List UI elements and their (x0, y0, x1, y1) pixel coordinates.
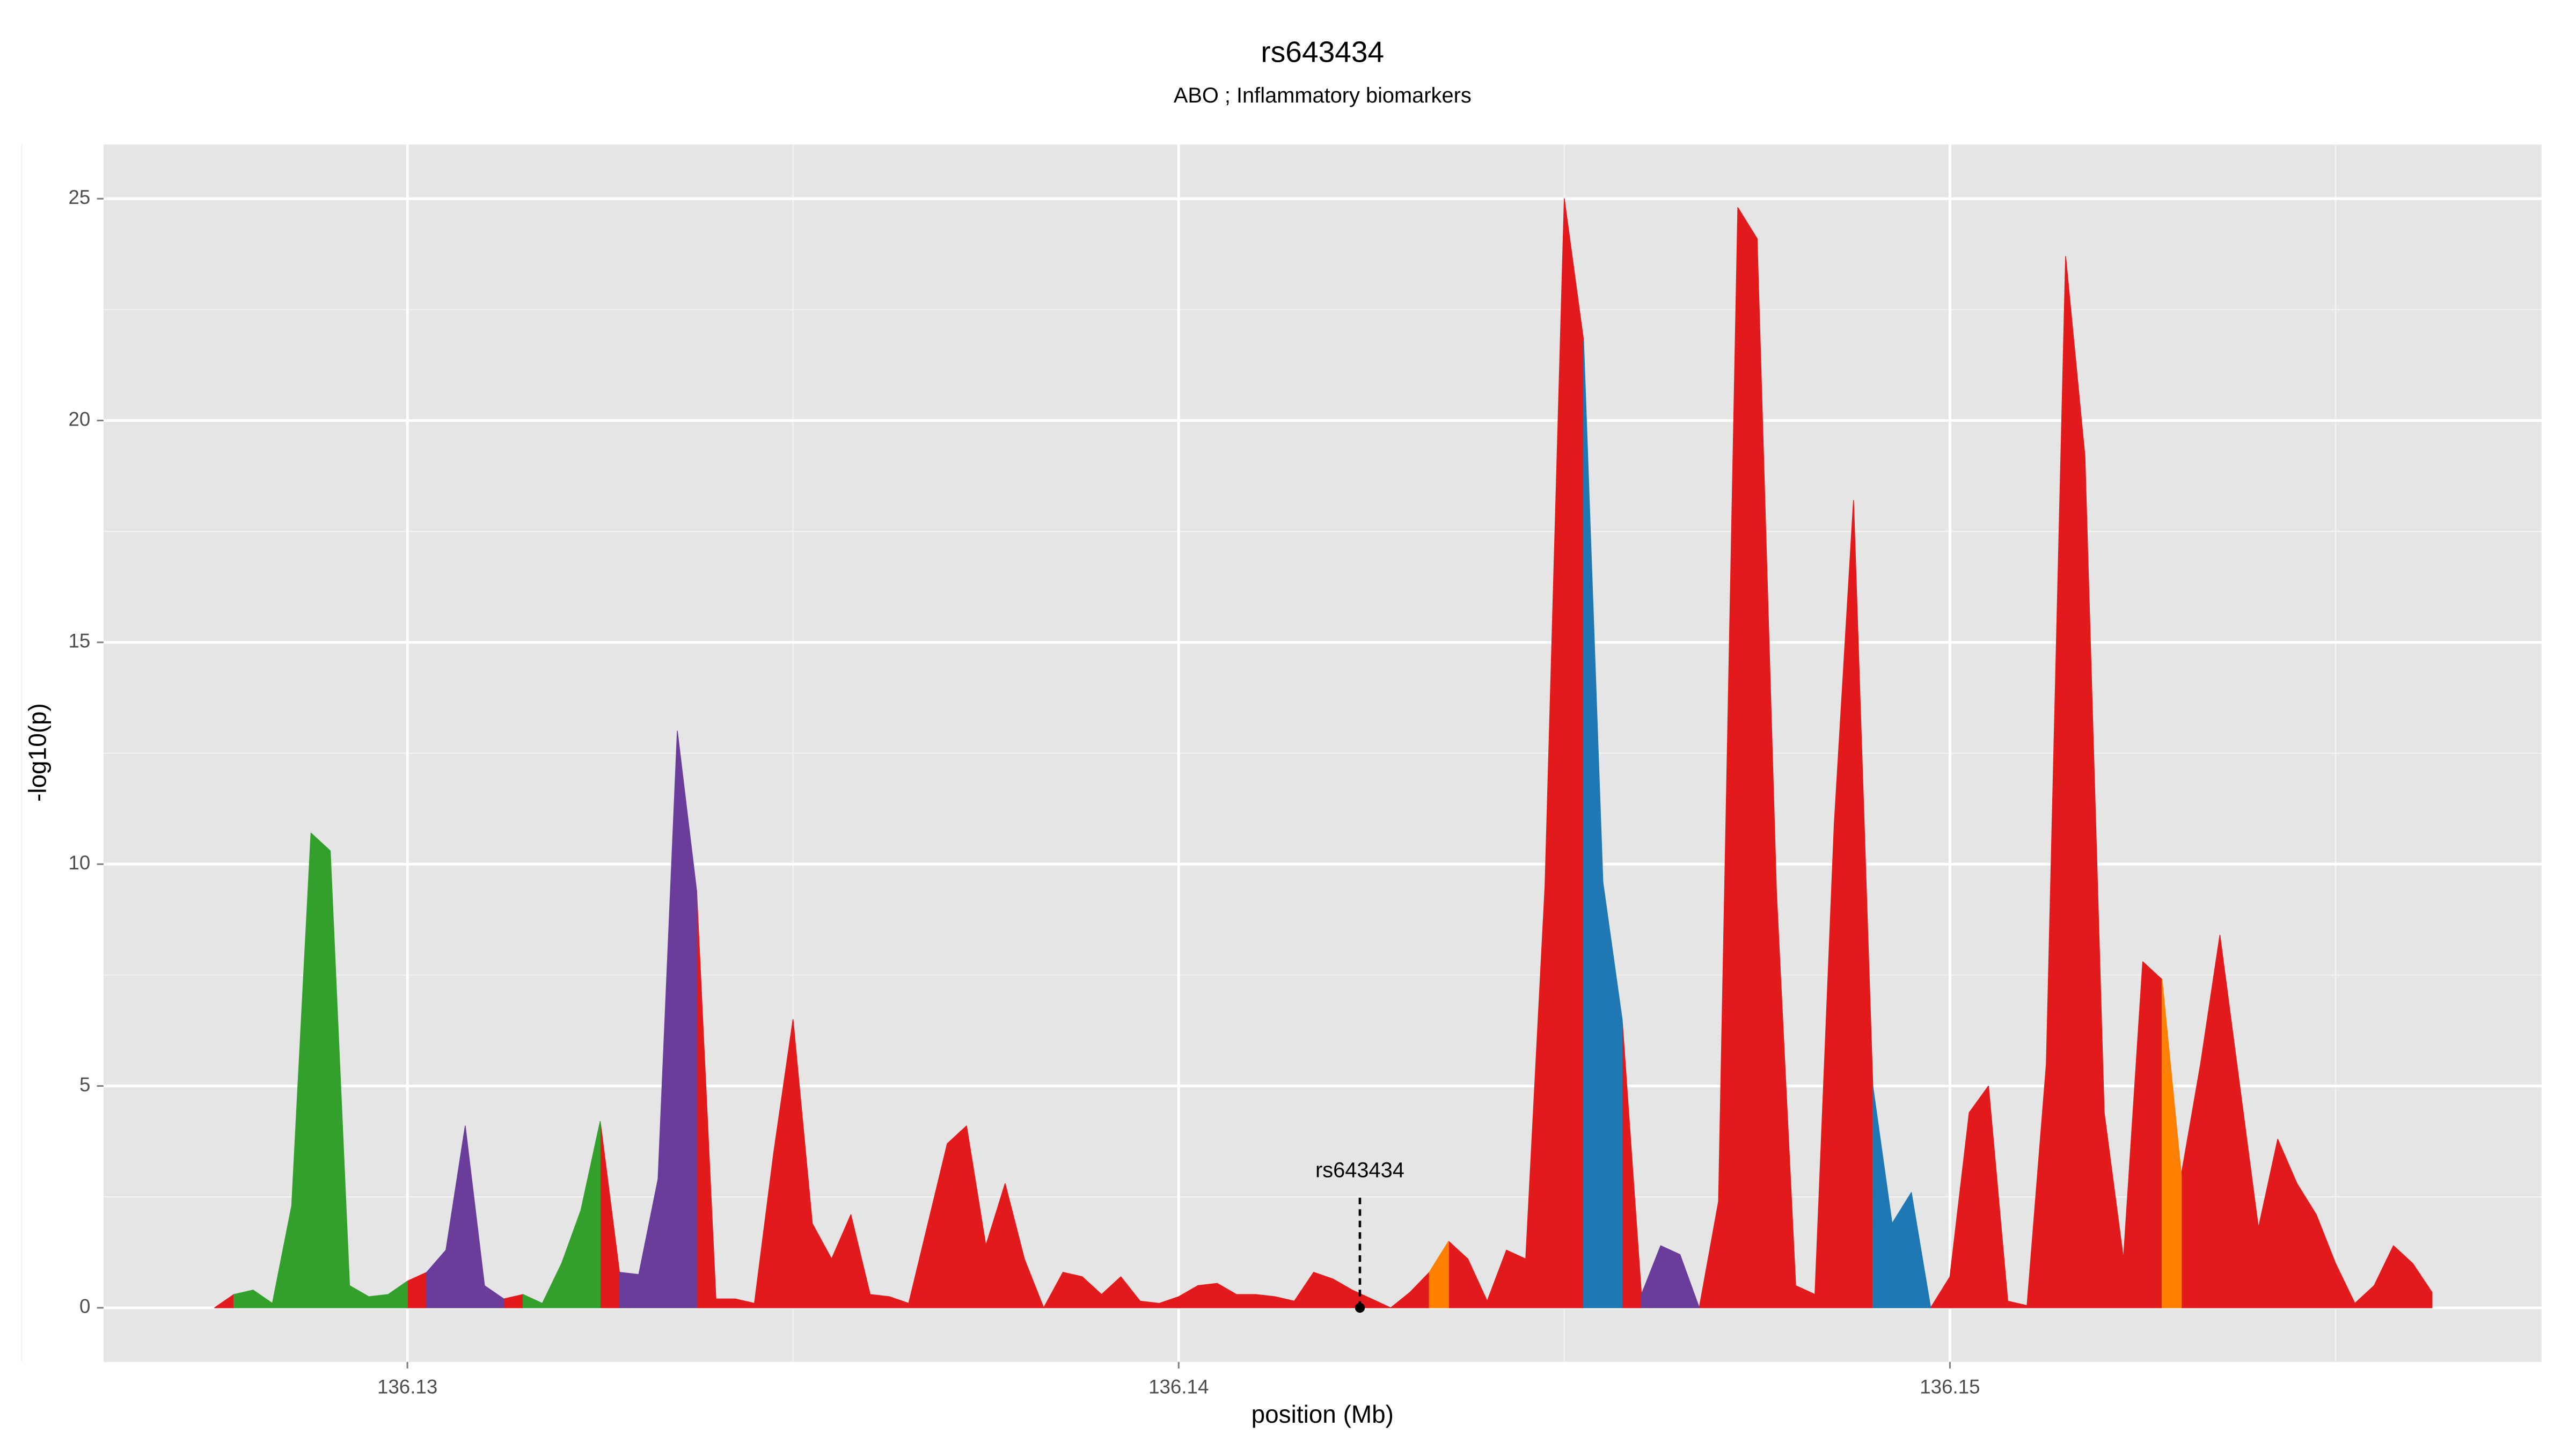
y-tick-label: 5 (79, 1073, 90, 1095)
area (1429, 979, 2182, 1308)
area (1583, 340, 1931, 1308)
annotation-label: rs643434 (1315, 1158, 1404, 1182)
area (426, 730, 1700, 1308)
x-tick-label: 136.15 (1920, 1375, 1980, 1397)
y-axis-label: -log10(p) (24, 703, 52, 802)
y-tick-label: 20 (69, 408, 91, 430)
y-tick-label: 25 (69, 186, 91, 208)
chart-title: rs643434 (1261, 35, 1384, 69)
area (233, 832, 601, 1308)
x-tick-label: 136.14 (1148, 1375, 1209, 1397)
y-tick-label: 15 (69, 630, 91, 652)
y-tick-label: 0 (79, 1296, 90, 1318)
x-axis-label: position (Mb) (1252, 1400, 1394, 1428)
y-tick-label: 10 (69, 852, 91, 874)
x-tick-label: 136.13 (377, 1375, 437, 1397)
chart-subtitle: ABO ; Inflammatory biomarkers (1174, 84, 1472, 107)
annotation-point (1355, 1302, 1365, 1313)
